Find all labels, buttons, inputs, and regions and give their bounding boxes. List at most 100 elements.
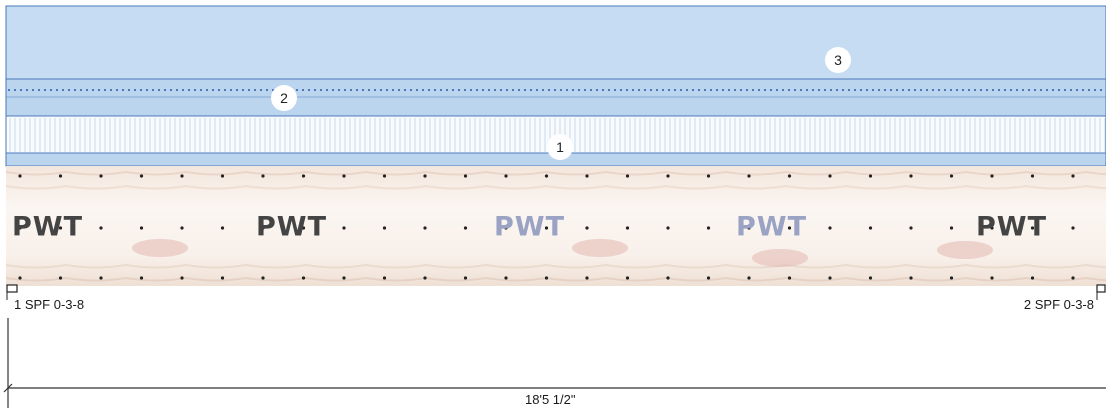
pwt-stamp-5: PWT [976,211,1047,243]
board-dot [220,174,225,178]
board-dot [18,174,22,178]
board-dot [625,276,630,280]
board-dot [382,276,387,280]
grain-line [5,184,1106,190]
board-dot [99,174,103,178]
board-dot [261,226,265,230]
board-dot [666,174,670,178]
board-dot [18,276,22,280]
wood-knot [572,239,628,257]
board-dot [1030,276,1035,280]
board-dot [747,174,751,178]
board-dot [868,276,873,280]
board-dot [706,226,711,230]
pwt-stamp-2: PWT [256,211,327,243]
board-dot [180,226,184,230]
board-dot [180,174,184,178]
board-dot [787,276,792,280]
grain-line [5,263,1106,269]
board-dot [868,226,873,230]
board-dot [625,226,630,230]
board-dot [180,276,184,280]
board-dot [990,174,994,178]
wood-knot [752,249,808,267]
board-dot [342,174,346,178]
board-dot [301,174,306,178]
board-dot [18,226,22,230]
right-support-marker [1096,284,1106,293]
board-dot [828,226,832,230]
board-dot [544,174,549,178]
board-dot [949,174,954,178]
layer-1-hatch [9,118,1106,152]
board-dot [504,276,508,280]
board-dot [585,276,589,280]
board-dot [342,276,346,280]
wood-grain [5,170,1106,282]
wood-knot [132,239,188,257]
right-support-label: 2 SPF 0-3-8 [1023,297,1094,312]
board-dot [1071,276,1075,280]
board-dot [463,276,468,280]
board-dot [58,174,63,178]
board-dot [747,226,751,230]
board-dot [1071,226,1075,230]
board-dot [139,174,144,178]
board-dot [990,226,994,230]
board-dot [261,276,265,280]
grain-line [5,276,1106,282]
board-dot [504,174,508,178]
board-dot [342,226,346,230]
board-dot [220,276,225,280]
board-dot [382,174,387,178]
layer-3-number: 3 [825,47,851,73]
board-dot [787,174,792,178]
board-dot [909,174,913,178]
board-dot [423,226,427,230]
board-dot [868,174,873,178]
board-dot [828,174,832,178]
board-dot [909,226,913,230]
board-dot [706,174,711,178]
layer-3-panel [5,5,1106,80]
board-dot [301,276,306,280]
board-dot [706,276,711,280]
board-dot [423,276,427,280]
grain-line [5,170,1106,176]
board-dot [949,276,954,280]
board-dot [220,226,225,230]
board-dot [990,276,994,280]
board-dot [828,276,832,280]
layer-2-number: 2 [271,85,297,111]
board-dot [585,226,589,230]
board-dot [99,276,103,280]
board-dot [666,226,670,230]
board-dot [1030,174,1035,178]
board-dot [139,226,144,230]
board-dot [666,276,670,280]
board-dot [99,226,103,230]
board-dot [747,276,751,280]
board-dot [58,276,63,280]
board-dot [787,226,792,230]
board-dot [301,226,306,230]
left-support-label: 1 SPF 0-3-8 [14,297,85,312]
left-support-marker [6,284,18,293]
board-dot [949,226,954,230]
board-dot [261,174,265,178]
board-dot [544,226,549,230]
board-dot [1030,226,1035,230]
board-dot [139,276,144,280]
pwt-stamp-1: PWT [12,211,83,243]
dimension-tick [3,383,13,393]
pwt-stamp-3: PWT [494,211,565,243]
board-dot [625,174,630,178]
board-dot [1071,174,1075,178]
board-dot [585,174,589,178]
board-dot [504,226,508,230]
layer-2-panel [5,78,1106,117]
pwt-stamp-4: PWT [736,211,807,243]
layer-1-number: 1 [547,134,573,160]
